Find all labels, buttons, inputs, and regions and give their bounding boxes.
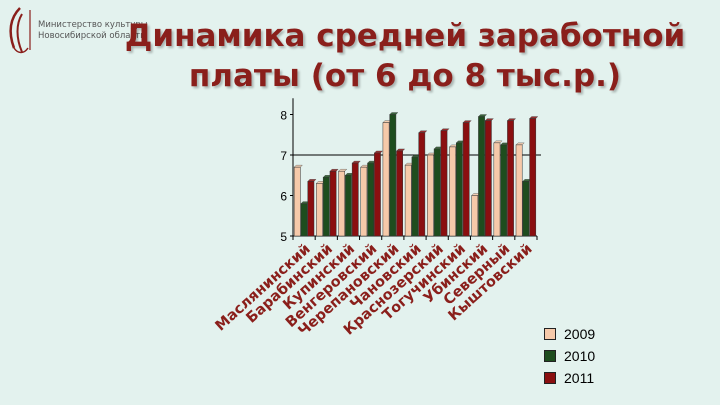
legend-swatch: [544, 350, 556, 362]
bar-2010-10: [500, 144, 508, 237]
legend-swatch: [544, 328, 556, 340]
bar-2010-11: [522, 181, 530, 237]
bar-2009-4: [360, 166, 368, 237]
bar-2009-2: [316, 183, 323, 237]
y-tick-label: 8: [280, 109, 287, 123]
bar-2010-8: [456, 142, 463, 237]
y-tick-label: 6: [280, 190, 287, 204]
legend-label: 2009: [564, 326, 596, 342]
bar-2010-3: [345, 175, 352, 237]
bar-2009-5: [382, 122, 390, 237]
bar-2009-11: [515, 144, 523, 237]
bar-2009-3: [338, 170, 346, 237]
legend-item-2011: 2011: [544, 367, 595, 389]
title-line2: платы (от 6 до 8 тыс.р.): [188, 58, 622, 94]
bar-2009-6: [404, 164, 412, 237]
bar-top: [493, 140, 503, 144]
bar-top: [293, 164, 303, 168]
bar-2011-6: [418, 132, 426, 237]
legend-swatch: [544, 372, 556, 384]
bar-top: [462, 120, 472, 123]
ministry-logo: Министерство культуры Новосибирской обла…: [2, 4, 147, 60]
bar-2010-7: [433, 148, 441, 237]
legend-item-2009: 2009: [544, 323, 595, 345]
bar-2011-2: [329, 170, 337, 237]
logo-emblem-icon: [9, 7, 31, 54]
bar-top: [389, 112, 399, 115]
bar-top: [329, 168, 339, 172]
bar-2009-7: [427, 154, 434, 237]
bar-top: [440, 128, 450, 131]
bar-2011-4: [374, 152, 381, 237]
bar-2009-1: [293, 166, 301, 237]
bar-2011-3: [351, 162, 359, 237]
bar-2010-4: [367, 162, 374, 237]
bar-top: [506, 118, 517, 121]
bar-2011-1: [307, 181, 315, 237]
bar-top: [418, 130, 428, 133]
bar-2010-9: [478, 116, 485, 237]
bar-2009-10: [493, 142, 501, 237]
bar-2009-8: [449, 146, 456, 237]
bar-2011-9: [484, 120, 492, 237]
bar-top: [484, 118, 494, 121]
legend-item-2010: 2010: [544, 345, 595, 367]
logo-text-line1: Министерство культуры: [38, 20, 148, 30]
bar-2010-6: [411, 156, 419, 237]
bar-2010-1: [300, 203, 308, 237]
bar-top: [373, 150, 384, 154]
title-line1: Динамика средней заработной: [124, 18, 686, 54]
bar-top: [338, 168, 348, 172]
bar-top: [529, 116, 539, 119]
bar-2011-10: [507, 120, 514, 237]
bar-top: [515, 142, 525, 146]
y-tick-label: 5: [280, 230, 287, 244]
bar-2011-11: [529, 118, 537, 237]
legend-label: 2011: [564, 370, 595, 386]
bar-top: [307, 179, 317, 182]
bar-2011-5: [396, 150, 403, 237]
y-tick-label: 7: [280, 149, 287, 163]
chart-legend: 2009 2010 2011: [544, 323, 595, 389]
bar-2011-7: [440, 130, 448, 237]
bar-2010-5: [389, 114, 397, 237]
bar-2011-8: [462, 122, 470, 237]
legend-label: 2010: [564, 348, 596, 364]
page-title: Динамика средней заработной платы (от 6 …: [110, 16, 700, 96]
bar-top: [477, 114, 488, 117]
bar-top: [351, 160, 361, 164]
bar-top: [396, 148, 406, 152]
bar-2009-9: [471, 195, 479, 237]
logo-text-line2: Новосибирской области: [38, 31, 146, 41]
bar-2010-2: [322, 177, 330, 237]
